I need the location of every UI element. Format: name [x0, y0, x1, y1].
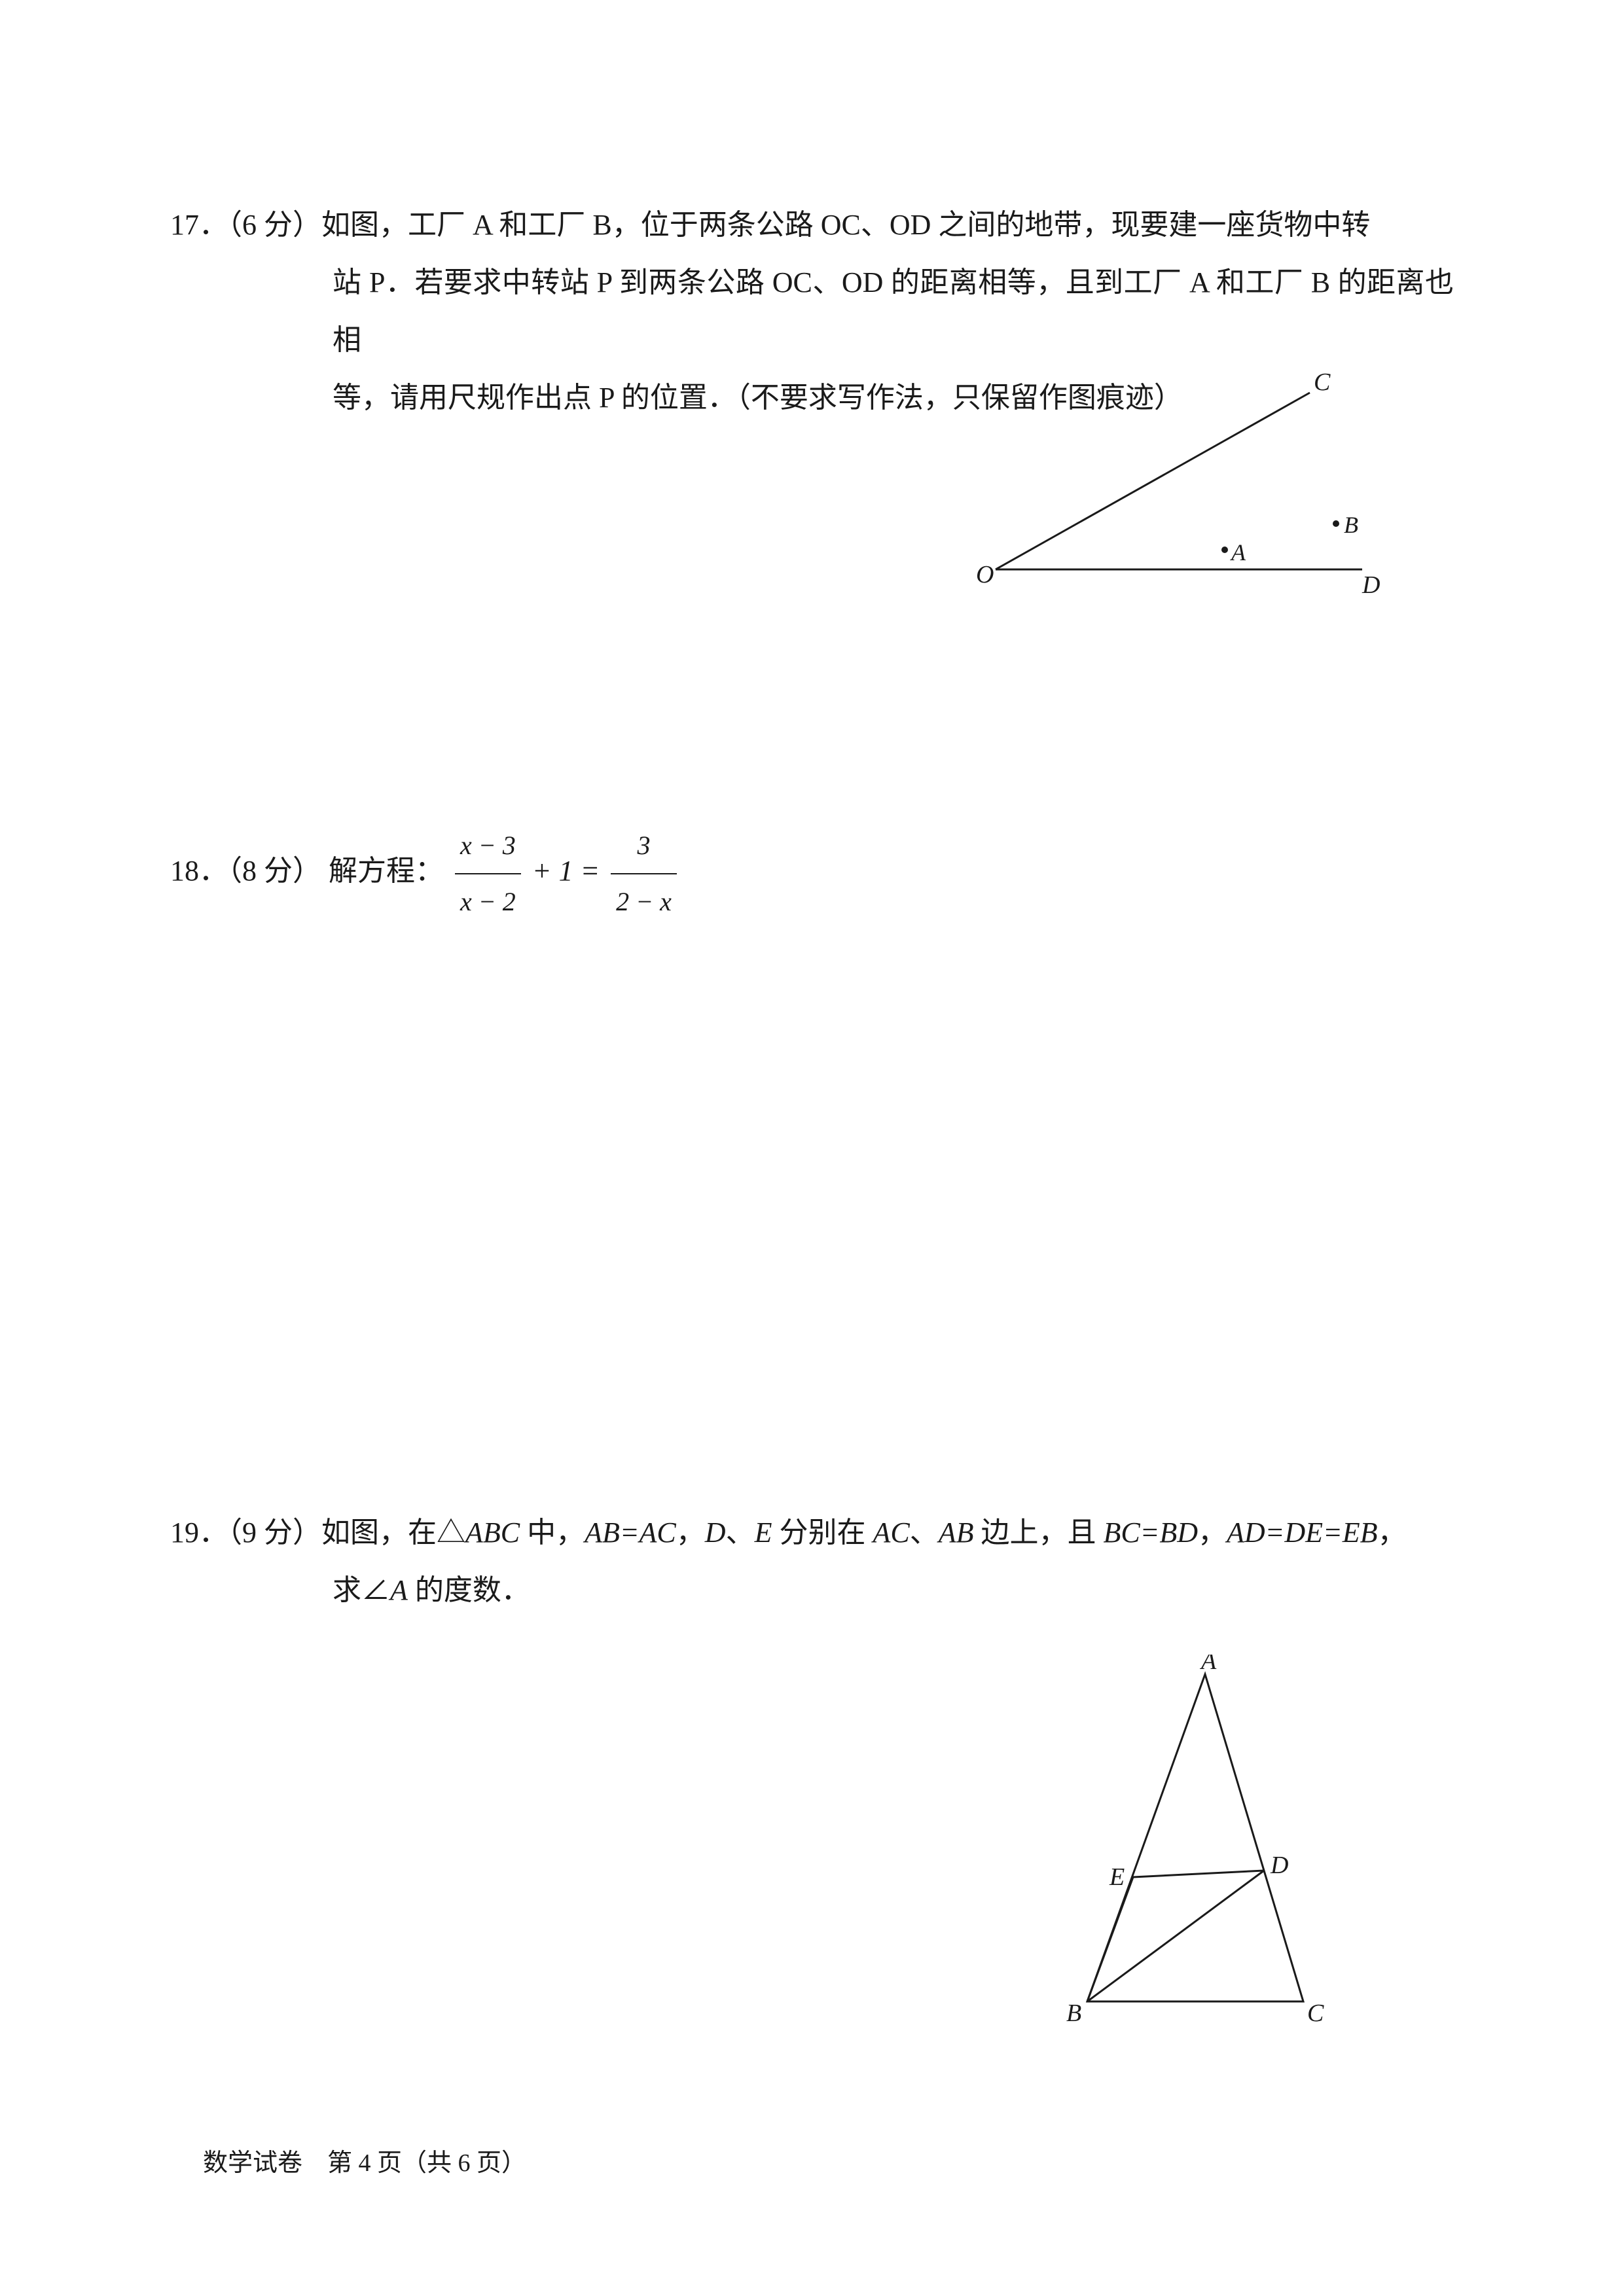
- problem-19-number: 19．: [170, 1516, 228, 1549]
- page-container: 17．（6 分）如图，工厂 A 和工厂 B，位于两条公路 OC、OD 之间的地带…: [0, 0, 1624, 2296]
- problem-18-points: （8 分）: [228, 855, 321, 887]
- p19-t2a: 求∠: [333, 1574, 390, 1606]
- label-D: D: [1362, 571, 1380, 596]
- problem-19: 19．（9 分）如图，在△ABC 中，AB=AC，D、E 分别在 AC、AB 边…: [170, 1504, 1454, 2025]
- problem-17-line1: 如图，工厂 A 和工厂 B，位于两条公路 OC、OD 之间的地带，现要建一座货物…: [321, 209, 1370, 241]
- label-B: B: [1344, 512, 1358, 538]
- fraction-1: x − 3 x − 2: [455, 819, 521, 928]
- p19-t1c: 中，: [520, 1516, 585, 1549]
- p19-t1m: 边上，且: [973, 1516, 1103, 1549]
- problem-17-points: （6 分）: [228, 209, 321, 241]
- label-B19: B: [1066, 2000, 1081, 2027]
- fraction-2: 3 2 − x: [611, 819, 677, 928]
- p19-t1n: BC=BD: [1103, 1516, 1198, 1549]
- p19-t1i: 分别在: [772, 1516, 873, 1549]
- problem-18-prefix: 解方程：: [321, 855, 444, 887]
- triangle-diagram-icon: A B C D E: [1041, 1655, 1356, 2034]
- label-C: C: [1314, 373, 1331, 396]
- problem-19-figure: A B C D E: [1041, 1655, 1356, 2037]
- label-O: O: [976, 561, 994, 588]
- problem-17-line2: 站 P．若要求中转站 P 到两条公路 OC、OD 的距离相等，且到工厂 A 和工…: [170, 254, 1454, 369]
- problem-18: 18．（8 分） 解方程： x − 3 x − 2 + 1 = 3 2 − x: [170, 819, 1454, 1426]
- label-A: A: [1230, 539, 1246, 565]
- label-A19: A: [1199, 1655, 1217, 1675]
- problem-18-workspace: [170, 928, 1454, 1426]
- label-D19: D: [1270, 1852, 1288, 1879]
- p19-t1q: ，: [1377, 1516, 1406, 1549]
- p19-t1g: 、: [726, 1516, 755, 1549]
- p19-t1a: 如图，在△: [321, 1516, 465, 1549]
- problem-19-points: （9 分）: [228, 1516, 321, 1549]
- p19-t1p: AD=DE=EB: [1227, 1516, 1377, 1549]
- p19-t1b: ABC: [465, 1516, 520, 1549]
- frac1-denominator: x − 2: [455, 874, 521, 928]
- equation-middle: + 1 =: [532, 855, 607, 887]
- p19-t1o: ，: [1198, 1516, 1227, 1549]
- p19-t2c: 的度数．: [408, 1574, 530, 1606]
- problem-17-figure: O C D A B: [969, 373, 1388, 599]
- label-E19: E: [1109, 1863, 1125, 1891]
- p19-t1d: AB=AC: [585, 1516, 676, 1549]
- problem-17-number: 17．: [170, 209, 228, 241]
- p19-t1l: AB: [939, 1516, 974, 1549]
- p19-t1e: ，: [676, 1516, 705, 1549]
- p19-t1f: D: [705, 1516, 726, 1549]
- problem-17: 17．（6 分）如图，工厂 A 和工厂 B，位于两条公路 OC、OD 之间的地带…: [170, 196, 1454, 741]
- p19-t1h: E: [755, 1516, 772, 1549]
- problem-19-line2: 求∠A 的度数．: [170, 1562, 1454, 1619]
- problem-18-number: 18．: [170, 855, 228, 887]
- page-footer: 数学试卷 第 4 页（共 6 页）: [203, 2142, 526, 2178]
- p19-t2b: A: [390, 1574, 408, 1606]
- problem-18-equation: x − 3 x − 2 + 1 = 3 2 − x: [451, 819, 681, 928]
- frac2-numerator: 3: [611, 819, 677, 874]
- p19-t1j: AC: [873, 1516, 909, 1549]
- label-C19: C: [1307, 2000, 1324, 2027]
- angle-diagram-icon: O C D A B: [969, 373, 1388, 596]
- p19-t1k: 、: [910, 1516, 939, 1549]
- frac1-numerator: x − 3: [455, 819, 521, 874]
- problem-19-text: 19．（9 分）如图，在△ABC 中，AB=AC，D、E 分别在 AC、AB 边…: [170, 1504, 1454, 1619]
- problem-18-text: 18．（8 分） 解方程： x − 3 x − 2 + 1 = 3 2 − x: [170, 819, 1454, 928]
- frac2-denominator: 2 − x: [611, 874, 677, 928]
